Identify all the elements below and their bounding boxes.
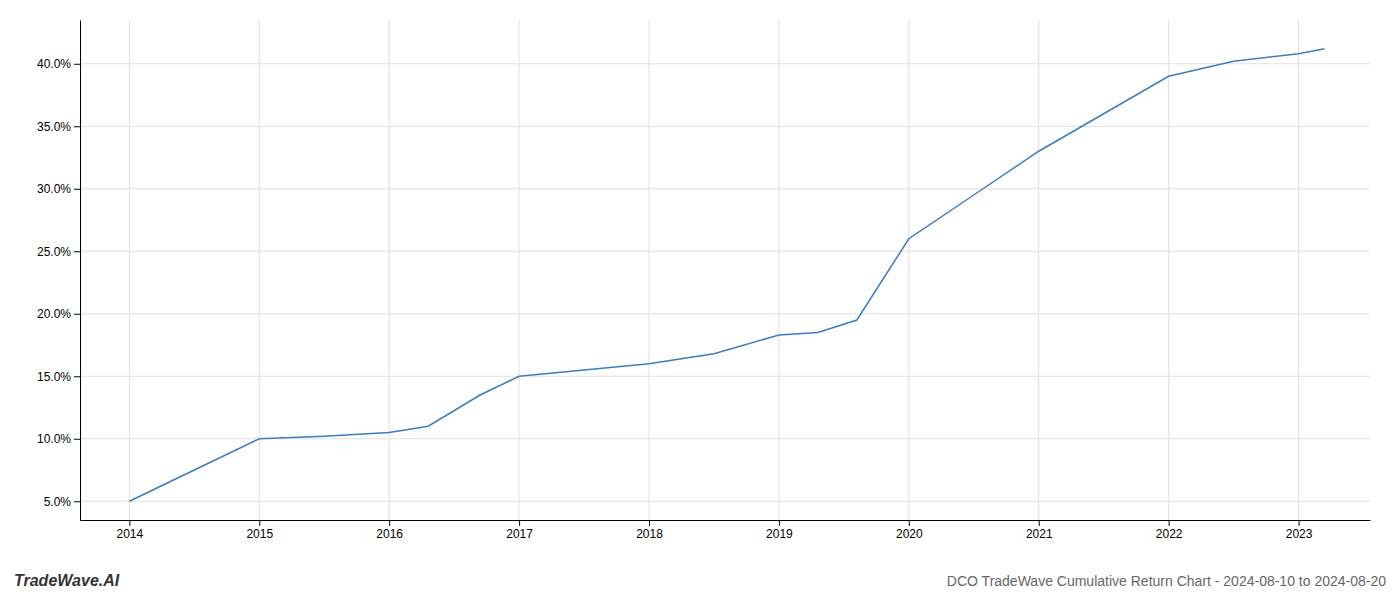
y-tick-mark xyxy=(74,189,80,190)
x-tick-mark xyxy=(1299,520,1300,526)
y-axis-line xyxy=(80,21,81,521)
y-tick-label: 25.0% xyxy=(37,245,71,259)
x-tick-label: 2022 xyxy=(1156,527,1183,541)
grid-line-x xyxy=(1038,20,1039,520)
x-tick-mark xyxy=(1169,520,1170,526)
grid-line-x xyxy=(129,20,130,520)
grid-line-y xyxy=(80,501,1370,502)
x-tick-label: 2020 xyxy=(896,527,923,541)
y-tick-label: 10.0% xyxy=(37,432,71,446)
x-tick: 2015 xyxy=(246,520,273,541)
y-tick-mark xyxy=(74,501,80,502)
x-tick: 2017 xyxy=(506,520,533,541)
chart-container: 2014 2015 2016 2017 2018 2019 2020 2021 2022 2023… xyxy=(0,0,1400,600)
y-tick-label: 20.0% xyxy=(37,307,71,321)
y-tick-mark xyxy=(74,126,80,127)
y-tick: 10.0% xyxy=(37,432,80,446)
y-tick-mark xyxy=(74,314,80,315)
y-tick-label: 35.0% xyxy=(37,120,71,134)
y-tick-mark xyxy=(74,439,80,440)
grid-line-x xyxy=(778,20,779,520)
x-tick-mark xyxy=(389,520,390,526)
grid-line-x xyxy=(389,20,390,520)
grid-line-x xyxy=(519,20,520,520)
y-tick: 20.0% xyxy=(37,307,80,321)
grid-line-x xyxy=(1168,20,1169,520)
y-tick-label: 30.0% xyxy=(37,182,71,196)
grid-line-y xyxy=(80,313,1370,314)
x-tick-mark xyxy=(779,520,780,526)
y-tick: 30.0% xyxy=(37,182,80,196)
y-tick: 5.0% xyxy=(44,495,80,509)
y-tick: 40.0% xyxy=(37,57,80,71)
x-tick-mark xyxy=(129,520,130,526)
y-tick-mark xyxy=(74,64,80,65)
x-tick: 2020 xyxy=(896,520,923,541)
x-tick-label: 2019 xyxy=(766,527,793,541)
x-tick: 2022 xyxy=(1156,520,1183,541)
y-tick-label: 5.0% xyxy=(44,495,72,509)
x-tick-label: 2018 xyxy=(636,527,663,541)
watermark: TradeWave.AI xyxy=(14,572,120,589)
x-tick-mark xyxy=(519,520,520,526)
grid-line-x xyxy=(1298,20,1299,520)
y-tick-mark xyxy=(74,251,80,252)
grid xyxy=(80,20,1370,520)
x-tick-mark xyxy=(259,520,260,526)
chart-svg: 2014 2015 2016 2017 2018 2019 2020 2021 2022 2023… xyxy=(0,0,1400,600)
grid-line-y xyxy=(80,63,1370,64)
y-tick: 15.0% xyxy=(37,370,80,384)
x-tick-mark xyxy=(649,520,650,526)
x-tick-label: 2017 xyxy=(506,527,533,541)
x-axis-line xyxy=(81,520,1371,521)
grid-line-y xyxy=(80,376,1370,377)
x-tick-mark xyxy=(1039,520,1040,526)
y-tick-label: 40.0% xyxy=(37,57,71,71)
x-tick-label: 2014 xyxy=(117,527,144,541)
x-tick: 2019 xyxy=(766,520,793,541)
x-tick-mark xyxy=(909,520,910,526)
x-tick-label: 2015 xyxy=(246,527,273,541)
grid-line-x xyxy=(259,20,260,520)
x-tick: 2018 xyxy=(636,520,663,541)
y-tick: 25.0% xyxy=(37,245,80,259)
x-tick-label: 2016 xyxy=(376,527,403,541)
y-tick-label: 15.0% xyxy=(37,370,71,384)
grid-line-x xyxy=(908,20,909,520)
marks xyxy=(129,49,1324,502)
grid-line-y xyxy=(80,126,1370,127)
x-tick: 2023 xyxy=(1286,520,1313,541)
x-tick-label: 2021 xyxy=(1026,527,1053,541)
x-tick-label: 2023 xyxy=(1286,527,1313,541)
x-tick: 2016 xyxy=(376,520,403,541)
line xyxy=(129,49,1324,502)
x-axis: 2014 2015 2016 2017 2018 2019 2020 2021 2022 2023 xyxy=(81,520,1371,541)
x-tick: 2021 xyxy=(1026,520,1053,541)
grid-line-y xyxy=(80,251,1370,252)
grid-line-y xyxy=(80,188,1370,189)
title: DCO TradeWave Cumulative Return Chart - … xyxy=(947,573,1386,589)
grid-line-x xyxy=(649,20,650,520)
y-tick: 35.0% xyxy=(37,120,80,134)
plot-area: 2014 2015 2016 2017 2018 2019 2020 2021 2022 2023… xyxy=(37,20,1371,541)
y-tick-mark xyxy=(74,376,80,377)
y-axis: 5.0% 10.0% 15.0% 20.0% 25.0% 30.0% 35.0% 40.0% xyxy=(37,21,81,521)
x-tick: 2014 xyxy=(117,520,144,541)
